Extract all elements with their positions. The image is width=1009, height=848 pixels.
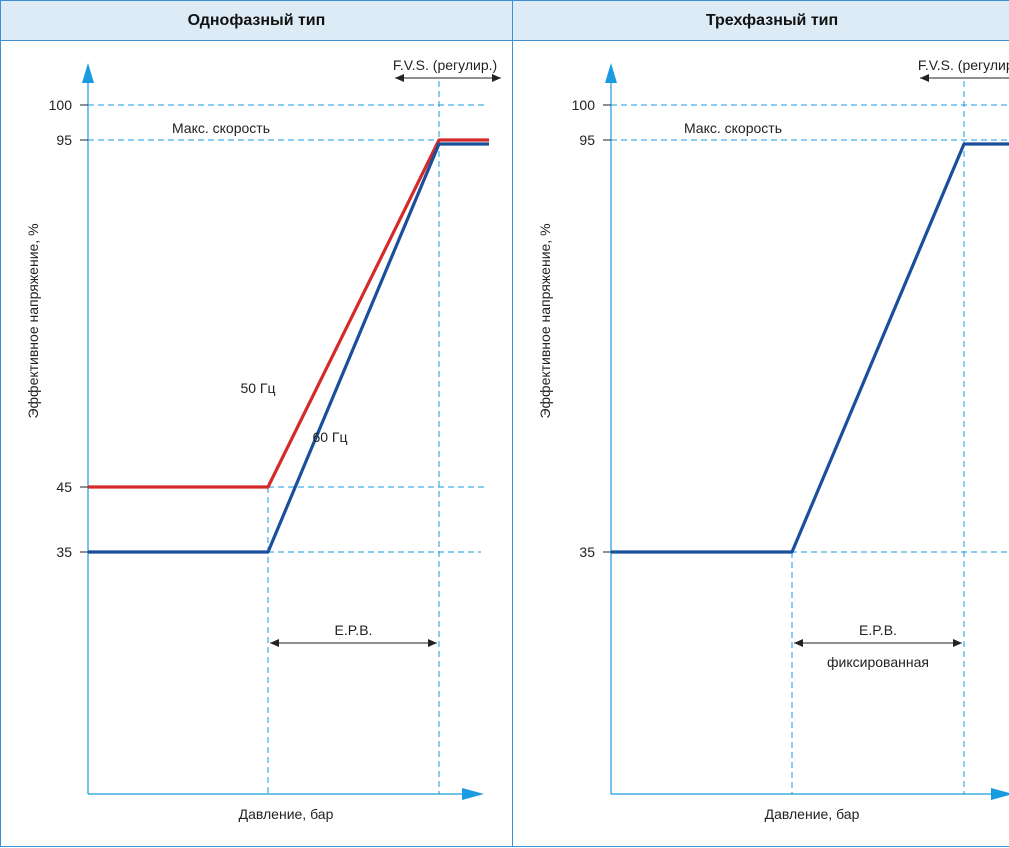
y-tick-label-95: 95: [56, 132, 72, 148]
epb-label: E.P.B.: [335, 622, 373, 638]
y-axis-label: Эффективное напряжение, %: [537, 223, 553, 418]
max-speed-label: Макс. скорость: [172, 120, 270, 136]
y-tick-label-45: 45: [56, 479, 72, 495]
epb-sub-label: фиксированная: [827, 654, 929, 670]
series-label-1: 60 Гц: [312, 429, 347, 445]
panel-single-phase: Однофазный тип 35 45 95 100 Макс. скорость Эф…: [0, 0, 513, 847]
y-axis-arrow: [605, 63, 617, 83]
chart-three-phase: 35 95 100 Макс. скорость Эффективное напряже…: [513, 1, 1009, 848]
y-tick-label-100: 100: [572, 97, 596, 113]
series-line-0: [611, 144, 1009, 552]
y-tick-label-35: 35: [579, 544, 595, 560]
y-tick-label-35: 35: [56, 544, 72, 560]
series-label-0: 50 Гц: [240, 380, 275, 396]
series-line-0: [88, 140, 489, 487]
fvs-label: F.V.S. (регулир.): [918, 57, 1009, 73]
epb-label: E.P.B.: [859, 622, 897, 638]
fvs-label: F.V.S. (регулир.): [393, 57, 497, 73]
x-axis-arrow: [462, 788, 484, 800]
y-axis-arrow: [82, 63, 94, 83]
x-axis-arrow: [991, 788, 1009, 800]
panel-three-phase: Трехфазный тип 35 95 100 Макс. скорость Эффе…: [512, 0, 1009, 847]
y-tick-label-95: 95: [579, 132, 595, 148]
x-axis-label: Давление, бар: [239, 806, 334, 822]
y-tick-label-100: 100: [49, 97, 73, 113]
max-speed-label: Макс. скорость: [684, 120, 782, 136]
chart-single-phase: 35 45 95 100 Макс. скорость Эффективное напря…: [1, 1, 514, 848]
series-line-1: [88, 144, 489, 552]
y-axis-label: Эффективное напряжение, %: [25, 223, 41, 418]
x-axis-label: Давление, бар: [765, 806, 860, 822]
